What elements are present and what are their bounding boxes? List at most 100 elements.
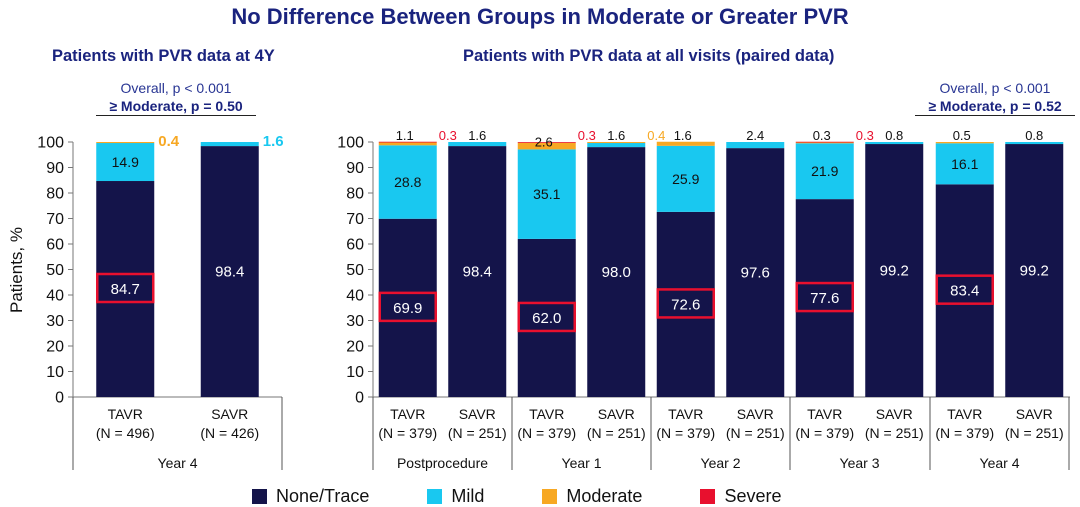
bar-segment-none-trace	[935, 184, 994, 397]
x-category-label: SAVR	[737, 406, 774, 422]
bar-label-mild: 25.9	[672, 171, 699, 187]
bar-label-severe: 0.3	[856, 128, 874, 143]
bar-label-mild: 16.1	[951, 156, 978, 172]
bar-label-mild: 0.8	[885, 128, 903, 143]
bar-label-none-trace: 97.6	[741, 265, 770, 282]
y-tick-label: 0	[355, 390, 364, 407]
y-tick-label: 70	[46, 211, 64, 228]
legend: None/Trace Mild Moderate Severe	[252, 486, 839, 507]
bar-label-moderate: 0.4	[647, 128, 665, 143]
bar-segment-none-trace	[448, 146, 507, 397]
bar-label-moderate: 0.3	[813, 128, 831, 143]
group-label: Year 4	[980, 455, 1020, 471]
x-category-n: (N = 251)	[587, 425, 646, 441]
y-tick-label: 90	[346, 160, 364, 177]
bar-label-mild: 14.9	[112, 154, 139, 170]
y-tick-label: 30	[46, 313, 64, 330]
bar-segment-mild	[795, 143, 854, 200]
bar-segment-moderate	[517, 142, 576, 150]
legend-item-none-trace: None/Trace	[252, 486, 369, 507]
highlight-box	[378, 291, 437, 323]
bar-segment-severe	[378, 141, 437, 143]
bar-segment-mild	[96, 143, 155, 182]
bar-label-none-trace: 62.0	[532, 310, 561, 327]
bar-segment-mild	[656, 145, 715, 212]
bar-segment-mild	[587, 143, 646, 148]
y-tick-label: 40	[346, 288, 364, 305]
group-label: Year 2	[701, 455, 741, 471]
highlight-box	[517, 301, 576, 333]
y-tick-label: 60	[346, 237, 364, 254]
x-category-n: (N = 379)	[656, 425, 715, 441]
bar-segment-none-trace	[96, 181, 155, 397]
bar-label-mild: 21.9	[811, 163, 838, 179]
bar-segment-moderate	[656, 141, 715, 146]
y-tick-label: 40	[46, 288, 64, 305]
x-category-label: SAVR	[1016, 406, 1053, 422]
bar-label-none-trace: 99.2	[1020, 263, 1049, 280]
y-tick-label: 90	[46, 160, 64, 177]
x-category-n: (N = 379)	[795, 425, 854, 441]
legend-label-severe: Severe	[724, 486, 782, 506]
bar-segment-none-trace	[865, 144, 924, 397]
bar-segment-mild	[726, 142, 785, 149]
bar-segment-none-trace	[795, 199, 854, 397]
bar-segment-moderate	[587, 142, 646, 144]
bar-label-mild: 1.6	[607, 128, 625, 143]
y-axis-label: Patients, %	[7, 227, 26, 313]
group-label: Year 3	[840, 455, 880, 471]
bar-label-mild: 0.8	[1025, 128, 1043, 143]
y-tick-label: 20	[346, 339, 364, 356]
bar-segment-none-trace	[378, 218, 437, 397]
legend-swatch-severe	[700, 489, 716, 504]
bar-segment-none-trace	[517, 238, 576, 397]
highlight-box	[795, 281, 854, 313]
bar-label-moderate: 0.5	[953, 128, 971, 143]
bar-segment-none-trace	[587, 147, 646, 397]
y-tick-label: 80	[346, 186, 364, 203]
x-category-n: (N = 379)	[517, 425, 576, 441]
bar-segment-none-trace	[200, 146, 259, 397]
y-tick-label: 100	[37, 135, 64, 152]
y-tick-label: 80	[46, 186, 64, 203]
bar-label-moderate: 2.6	[535, 134, 553, 149]
bar-label-none-trace: 84.7	[111, 281, 140, 298]
legend-item-severe: Severe	[700, 486, 781, 507]
legend-swatch-none-trace	[252, 489, 267, 504]
bar-label-none-trace: 98.4	[463, 264, 492, 281]
right-overall-p: Overall, p < 0.001	[939, 80, 1051, 96]
bar-label-none-trace: 77.6	[810, 290, 839, 307]
stacked-bar-chart: Patients, % 0 10 20 30 40 50 60 70 80 90 100 Year 4 8…	[7, 128, 1070, 471]
legend-label-none-trace: None/Trace	[276, 486, 370, 506]
bar-label-mild: 35.1	[533, 186, 560, 202]
x-category-label: TAVR	[807, 406, 842, 422]
bar-label-none-trace: 98.4	[215, 264, 244, 281]
x-category-label: TAVR	[668, 406, 703, 422]
x-category-n: (N = 379)	[935, 425, 994, 441]
bar-segment-none-trace	[1005, 144, 1064, 397]
x-category-label: SAVR	[211, 406, 248, 422]
y-tick-label: 50	[346, 262, 364, 279]
bar-segment-mild	[200, 142, 259, 147]
bar-label-moderate: 0.4	[158, 133, 180, 150]
bar-label-none-trace: 69.9	[393, 300, 422, 317]
group-label: Postprocedure	[397, 455, 488, 471]
bar-label-none-trace: 98.0	[602, 264, 631, 281]
bar-label-mild: 28.8	[394, 174, 421, 190]
x-category-label: TAVR	[390, 406, 425, 422]
group-label: Year 1	[562, 455, 602, 471]
bar-label-none-trace: 83.4	[950, 283, 979, 300]
y-tick-label: 10	[46, 364, 64, 381]
bar-label-mild: 1.6	[263, 133, 284, 150]
x-category-label: TAVR	[108, 406, 143, 422]
bar-segment-severe	[795, 141, 854, 143]
x-category-n: (N = 379)	[378, 425, 437, 441]
legend-item-mild: Mild	[427, 486, 484, 507]
left-overall-p: Overall, p < 0.001	[120, 80, 232, 96]
bar-label-moderate: 1.1	[396, 128, 414, 143]
legend-item-moderate: Moderate	[542, 486, 642, 507]
chart-title: No Difference Between Groups in Moderate…	[231, 4, 849, 29]
left-panel-subtitle: Patients with PVR data at 4Y	[52, 47, 275, 65]
bar-label-mild: 2.4	[746, 128, 764, 143]
x-category-label: SAVR	[598, 406, 635, 422]
